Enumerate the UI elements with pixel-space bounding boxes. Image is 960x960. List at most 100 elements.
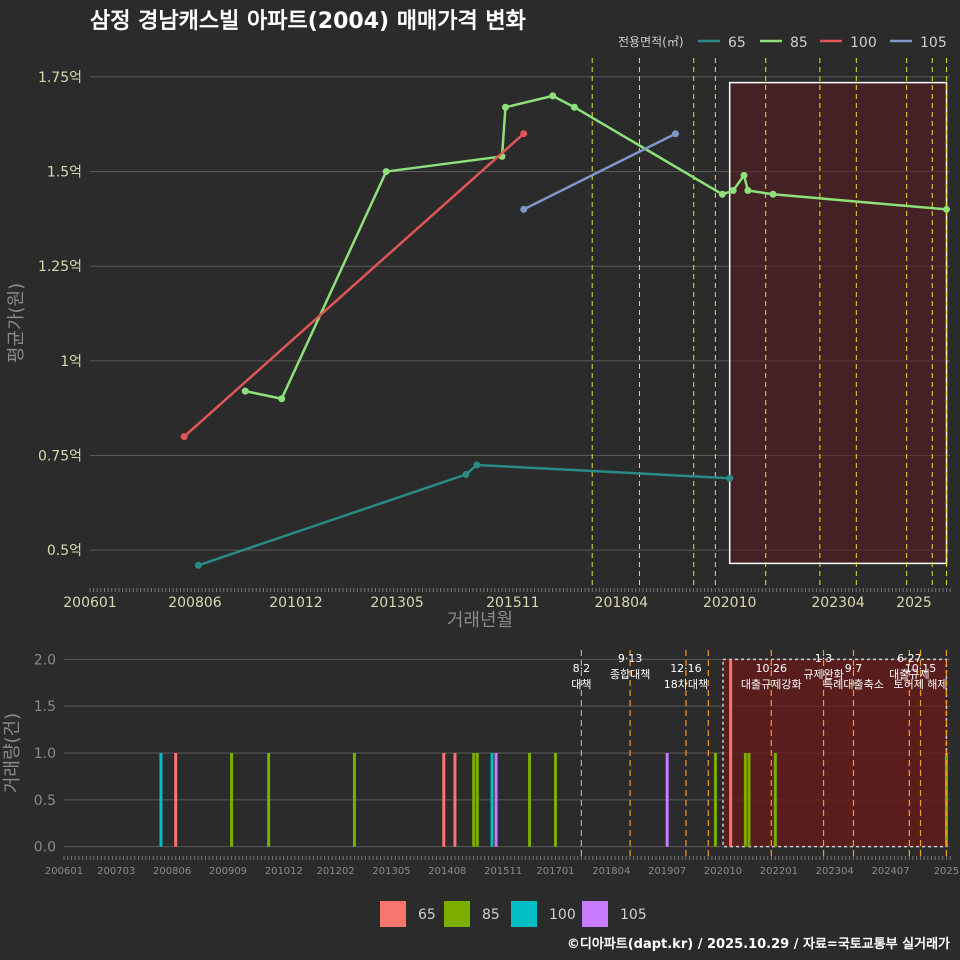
- y-tick-label: 0.5: [34, 793, 56, 809]
- event-name-label: 대출규제: [889, 668, 929, 681]
- event-date-label: 12·16: [670, 662, 702, 675]
- y-tick-label: 1.25억: [38, 259, 82, 275]
- bottom-legend: 65 85 100 105: [380, 901, 647, 927]
- x-tick-label: 201511: [484, 866, 522, 877]
- event-date-label: 10·15: [905, 662, 937, 675]
- legend-label: 105: [920, 35, 947, 51]
- x-axis-title: 거래년월: [447, 610, 513, 631]
- y-tick-label: 0.0: [34, 840, 56, 856]
- data-point-65: [726, 474, 734, 482]
- x-tick-label: 201202: [317, 866, 355, 877]
- x-tick-label: 201804: [592, 866, 630, 877]
- legend-label: 65: [728, 35, 746, 51]
- event-name-label: 18차대책: [664, 678, 708, 691]
- legend-label: 85: [482, 907, 500, 923]
- volume-bar-100: [490, 753, 494, 847]
- legend-label: 105: [620, 907, 647, 923]
- event-name-label: 대책: [571, 678, 591, 691]
- volume-bar-85: [553, 753, 557, 847]
- price-panel: 0.5억 0.75억 1억 1.25억 1.5억 1.75억 200601 200806 201…: [6, 35, 951, 631]
- data-point-85: [501, 103, 509, 111]
- event-date-label: 9·13: [618, 652, 643, 665]
- event-name-label: 토허제 해제: [893, 677, 947, 691]
- volume-bar-65: [442, 753, 446, 847]
- volume-bar-85: [475, 753, 479, 847]
- volume-bar-105: [665, 753, 669, 847]
- data-point-65: [473, 461, 481, 469]
- data-point-105: [671, 130, 679, 138]
- x-tick-label: 200601: [45, 866, 83, 877]
- legend-swatch-85: [444, 901, 470, 927]
- volume-bar-85: [773, 753, 777, 847]
- volume-bar-85: [352, 753, 356, 847]
- volume-bar-85: [472, 753, 476, 847]
- x-tick-label: 202010: [703, 595, 756, 611]
- volume-bar-85: [267, 753, 271, 847]
- data-point-100: [520, 130, 528, 138]
- volume-bar-85: [713, 753, 717, 847]
- data-point-65: [194, 561, 202, 569]
- series-line-105: [523, 132, 677, 211]
- series-line-65: [198, 463, 730, 567]
- legend-title: 전용면적(㎡): [618, 35, 684, 49]
- volume-bar-85: [747, 753, 751, 847]
- x-tick-label: 201511: [486, 595, 539, 611]
- event-date-label: 10·26: [756, 662, 788, 675]
- footer-credit: ©디아파트(dapt.kr) / 2025.10.29 / 자료=국토교통부 실…: [567, 936, 950, 952]
- x-tick-label: 201804: [595, 595, 649, 611]
- event-name-label: 종합대책: [610, 668, 650, 681]
- legend-label: 100: [549, 907, 576, 923]
- legend-swatch-105: [582, 901, 608, 927]
- x-tick-label: 200909: [209, 866, 247, 877]
- data-point-105: [520, 205, 528, 213]
- x-tick-label: 201907: [648, 866, 686, 877]
- chart-title: 삼정 경남캐스빌 아파트(2004) 매매가격 변화: [90, 9, 526, 34]
- y-tick-label: 0.75억: [38, 449, 82, 465]
- series-line-100: [183, 132, 525, 438]
- x-tick-label: 2025: [934, 866, 959, 877]
- legend-label: 85: [790, 35, 808, 51]
- volume-bar-85: [743, 753, 747, 847]
- legend-label: 65: [418, 907, 436, 923]
- volume-bar-85: [528, 753, 532, 847]
- event-date-label: 6·27: [897, 652, 922, 665]
- x-tick-label: 201012: [265, 866, 303, 877]
- x-tick-label: 200703: [97, 866, 135, 877]
- y-axis-title: 거래량(건): [2, 713, 23, 793]
- event-name-label: 대출규제강화: [741, 678, 802, 691]
- y-tick-label: 1.75억: [38, 70, 82, 86]
- x-tick-label: 202304: [811, 595, 865, 611]
- x-tick-label: 202407: [871, 866, 909, 877]
- volume-bar-105: [494, 753, 498, 847]
- data-point-85: [718, 190, 726, 198]
- data-point-85: [744, 187, 752, 194]
- data-point-85: [278, 395, 286, 403]
- event-name-label: 규제완화: [803, 668, 843, 681]
- y-tick-label: 2.0: [34, 652, 56, 668]
- y-tick-label: 1.0: [34, 746, 56, 762]
- x-tick-label: 201305: [372, 866, 410, 877]
- event-name-label: 특례대출축소: [823, 678, 884, 691]
- x-tick-label: 202201: [760, 866, 798, 877]
- event-date-label: 1·3: [815, 652, 833, 665]
- highlight-box: [728, 81, 948, 565]
- y-tick-label: 0.5억: [47, 543, 82, 559]
- data-point-85: [769, 190, 777, 198]
- x-tick-label: 201305: [370, 595, 423, 611]
- volume-bar-100: [159, 753, 163, 847]
- legend-label: 100: [850, 35, 877, 51]
- legend-swatch-65: [380, 901, 406, 927]
- x-tick-label: 200806: [168, 595, 222, 611]
- data-point-85: [382, 168, 390, 176]
- volume-bar-85: [230, 753, 234, 847]
- x-tick-label: 201408: [428, 866, 466, 877]
- legend-swatch-100: [511, 901, 537, 927]
- data-point-85: [570, 103, 578, 111]
- data-point-85: [943, 205, 951, 213]
- event-date-label: 8·2: [573, 662, 591, 675]
- data-point-85: [740, 171, 748, 179]
- data-point-65: [462, 470, 470, 478]
- data-point-85: [241, 387, 249, 395]
- x-tick-label: 202010: [704, 866, 742, 877]
